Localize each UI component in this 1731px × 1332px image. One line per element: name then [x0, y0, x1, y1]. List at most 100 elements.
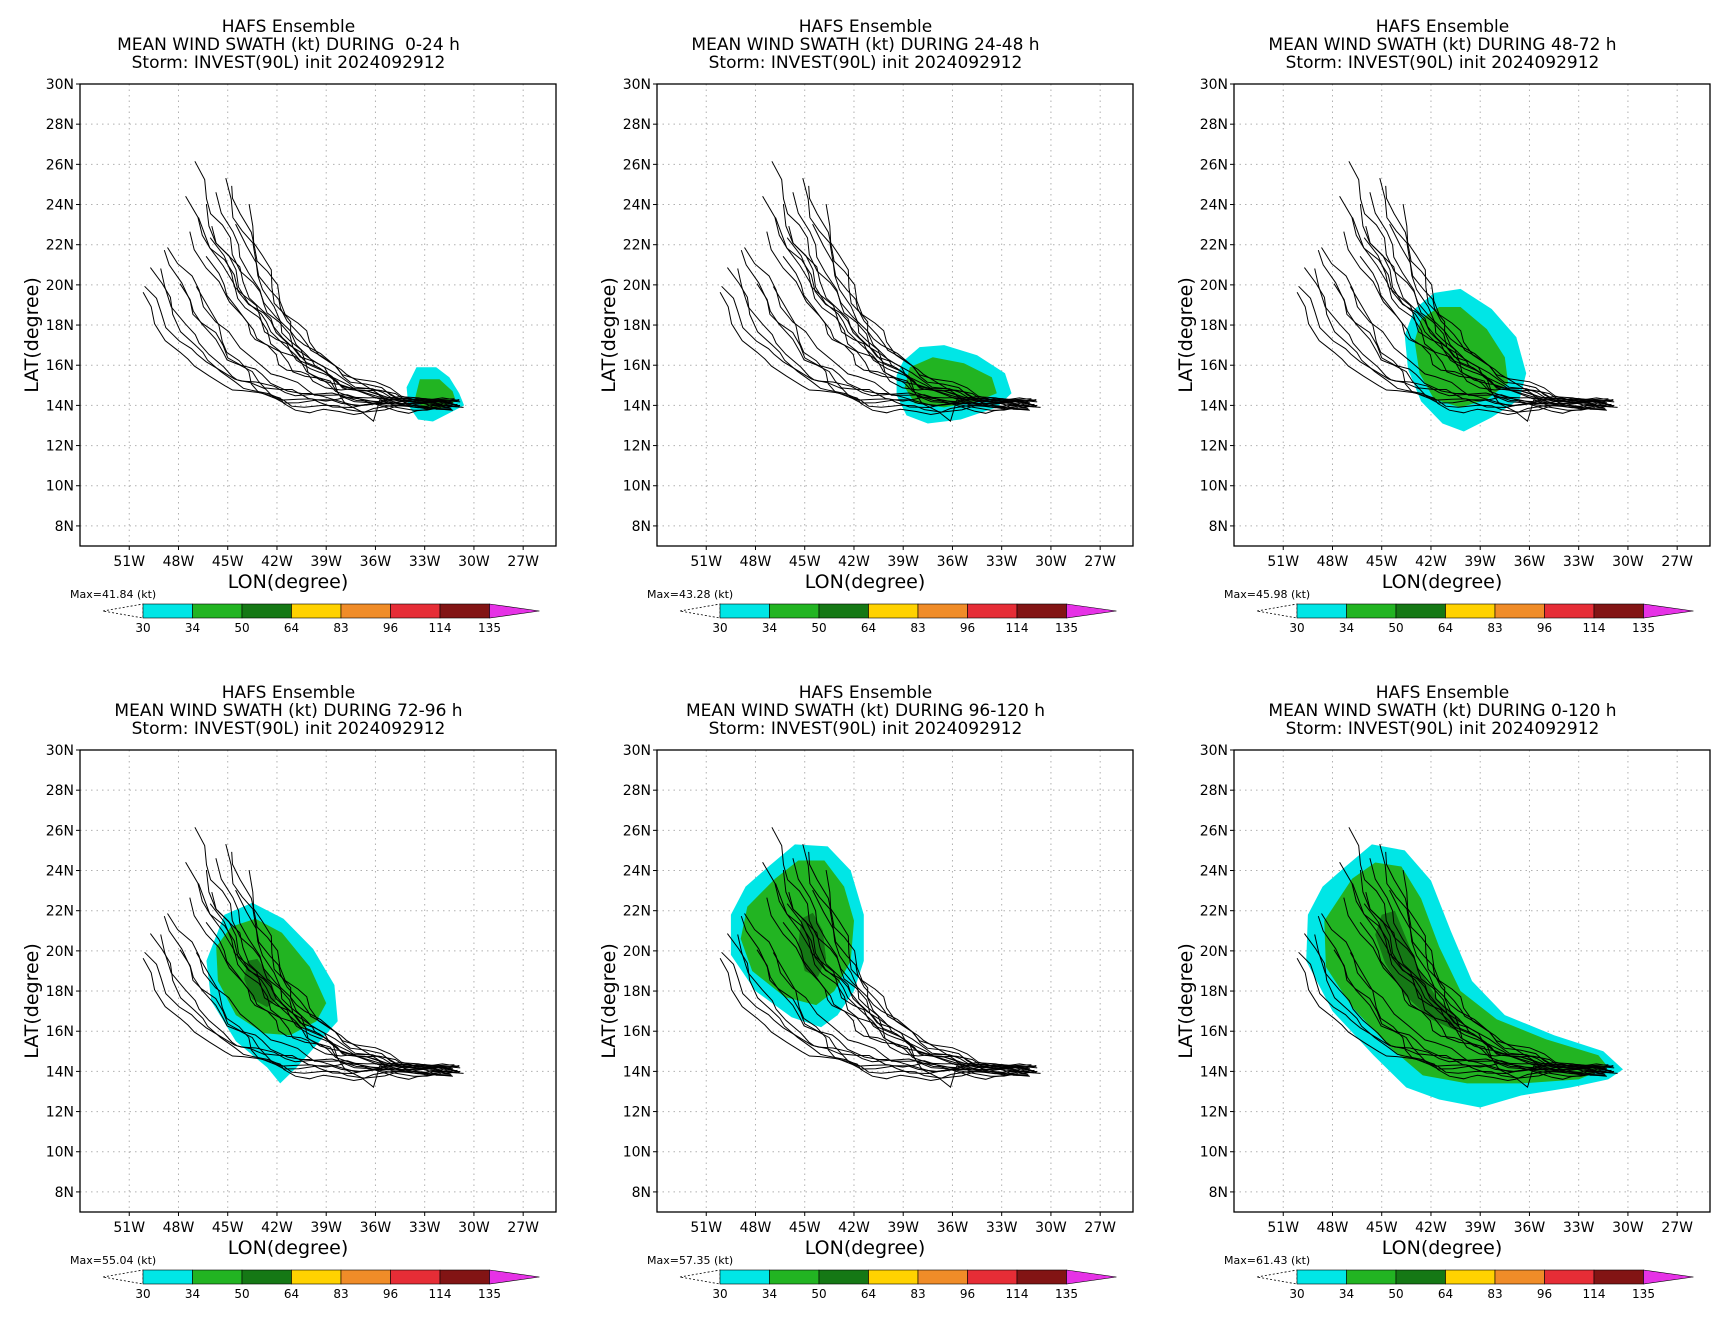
colorbar-segment-96 [1544, 1269, 1595, 1285]
y-tick-label: 28N [1200, 117, 1228, 133]
y-tick-label: 28N [1200, 783, 1228, 799]
y-tick-label: 20N [623, 944, 651, 960]
y-tick-label: 24N [623, 198, 651, 214]
x-tick-label: 36W [1514, 554, 1546, 570]
y-tick-label: 26N [1200, 823, 1228, 839]
x-tick-label: 45W [212, 1220, 244, 1236]
ensemble-track-line [1339, 196, 1612, 408]
ensemble-track-line [1349, 286, 1614, 416]
colorbar: 30 34 50 64 83 96 114 135 [679, 603, 1117, 635]
y-tick-label: 10N [623, 1145, 651, 1161]
max-wind-label: Max=55.04 (kt) [70, 1254, 156, 1267]
colorbar-segment-114 [439, 1269, 490, 1285]
colorbar-segment-34 [769, 603, 820, 619]
x-tick-label: 51W [690, 554, 722, 570]
ensemble-track-line [766, 231, 1035, 410]
x-tick-label: 51W [113, 1220, 145, 1236]
colorbar-level-label: 64 [861, 1287, 876, 1301]
x-tick-label: 30W [1035, 554, 1067, 570]
x-tick-label: 39W [887, 554, 919, 570]
y-tick-label: 18N [1200, 318, 1228, 334]
y-tick-label: 16N [1200, 358, 1228, 374]
colorbar-level-label: 30 [712, 1287, 727, 1301]
panel-storm-line: Storm: INVEST(90L) init 2024092912 [131, 53, 446, 73]
ensemble-track-line [231, 851, 452, 1076]
panel-storm-line: Storm: INVEST(90L) init 2024092912 [1285, 719, 1600, 739]
x-tick-label: 27W [1084, 554, 1116, 570]
colorbar-upper-arrow [1066, 603, 1117, 619]
ensemble-track-line [149, 267, 452, 413]
ensemble-track-line [812, 889, 1030, 1080]
ensemble-track-line [163, 915, 461, 1076]
colorbar-segment-50 [818, 603, 869, 619]
ensemble-track-line [737, 268, 1018, 411]
x-tick-label: 42W [261, 1220, 293, 1236]
x-tick-label: 39W [887, 1220, 919, 1236]
x-axis-label: LON(degree) [1382, 571, 1503, 593]
ensemble-track-line [195, 952, 460, 1082]
x-tick-label: 33W [986, 1220, 1018, 1236]
x-tick-label: 42W [1415, 1220, 1447, 1236]
ensemble-track-line [209, 903, 454, 1070]
ensemble-track-line [179, 949, 460, 1073]
ensemble-track-line [1385, 185, 1606, 410]
y-tick-label: 28N [46, 117, 74, 133]
ensemble-track-line [1402, 870, 1604, 1071]
ensemble-track-line [756, 949, 1037, 1073]
colorbar-level-label: 96 [960, 621, 975, 635]
y-tick-label: 18N [623, 984, 651, 1000]
ensemble-track-line [808, 851, 1029, 1076]
ensemble-track-line [1298, 951, 1618, 1074]
colorbar-upper-arrow [489, 1269, 540, 1285]
ensemble-track-line [225, 843, 453, 1070]
y-tick-label: 14N [1200, 1064, 1228, 1080]
ensemble-track-line [825, 204, 1027, 405]
colorbar-segment-96 [967, 1269, 1018, 1285]
y-tick-label: 28N [623, 117, 651, 133]
panel-title: HAFS Ensemble [221, 17, 356, 37]
panel-subtitle: MEAN WIND SWATH (kt) DURING 0-24 h [117, 35, 460, 55]
colorbar-segment-114 [1593, 1269, 1644, 1285]
ensemble-track-line [1369, 192, 1609, 405]
max-wind-label: Max=43.28 (kt) [647, 588, 733, 601]
colorbar-level-label: 30 [1289, 621, 1304, 635]
colorbar-level-label: 30 [1289, 1287, 1304, 1301]
ensemble-track-line [149, 933, 452, 1079]
x-tick-label: 45W [212, 554, 244, 570]
colorbar-level-label: 34 [185, 1287, 200, 1301]
colorbar-level-label: 64 [861, 621, 876, 635]
colorbar-segment-83 [1494, 603, 1545, 619]
swath-panel-0-120h: HAFS Ensemble MEAN WIND SWATH (kt) DURIN… [1154, 666, 1731, 1332]
y-tick-label: 14N [46, 1064, 74, 1080]
ensemble-track-line [198, 217, 443, 405]
x-tick-label: 27W [1661, 554, 1693, 570]
y-tick-label: 30N [623, 77, 651, 93]
ensemble-track-line [215, 192, 455, 405]
x-tick-label: 39W [1464, 554, 1496, 570]
ensemble-track-line [225, 177, 453, 404]
colorbar-segment-50 [241, 603, 292, 619]
colorbar-level-label: 96 [960, 1287, 975, 1301]
colorbar-level-label: 135 [478, 621, 501, 635]
colorbar-level-label: 114 [1006, 621, 1029, 635]
colorbar-level-label: 30 [712, 621, 727, 635]
x-tick-label: 27W [1084, 1220, 1116, 1236]
colorbar-upper-arrow [1643, 603, 1694, 619]
colorbar-segment-83 [1494, 1269, 1545, 1285]
x-tick-label: 33W [1563, 554, 1595, 570]
x-tick-label: 39W [310, 554, 342, 570]
colorbar-segment-34 [769, 1269, 820, 1285]
colorbar-level-label: 114 [1006, 1287, 1029, 1301]
ensemble-track-line [1389, 223, 1607, 414]
swath-map-chart: 8N 10N 12N 14N 16N 18N 20N 22N 24N 26N 28N 30N 51W 48… [21, 77, 557, 635]
ensemble-track-line [209, 237, 454, 404]
ensemble-track-line [185, 196, 458, 408]
colorbar-level-label: 64 [284, 1287, 299, 1301]
ensemble-track-line [163, 249, 461, 410]
ensemble-track-line [1365, 891, 1605, 1089]
y-tick-label: 30N [1200, 77, 1228, 93]
x-axis-label: LON(degree) [228, 1237, 349, 1259]
colorbar-level-label: 83 [1487, 1287, 1502, 1301]
ensemble-track-line [756, 283, 1037, 407]
ensemble-track-line [235, 889, 453, 1080]
